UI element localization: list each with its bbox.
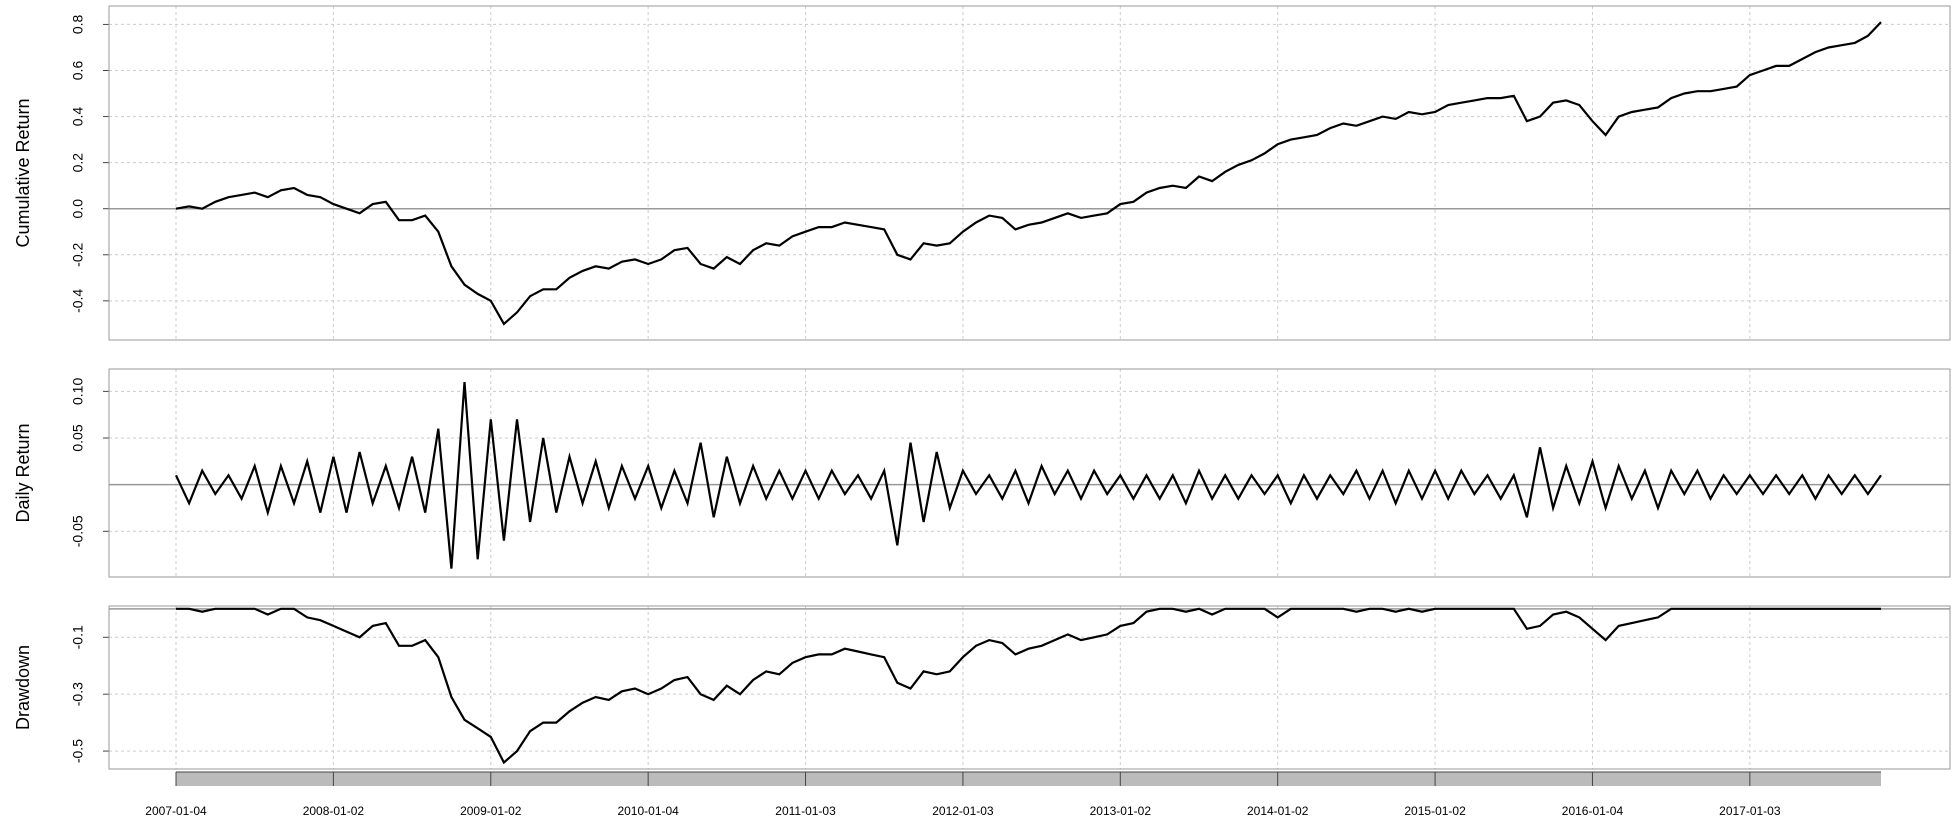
y-tick-label: -0.05 [70,515,86,547]
y-tick-label: 0.10 [70,378,86,405]
x-tick-label: 2017-01-03 [1719,804,1781,818]
x-tick-label: 2016-01-04 [1562,804,1624,818]
y-tick-label: 0.0 [70,199,86,219]
y-tick-label: -0.3 [70,682,86,706]
x-tick-label: 2008-01-02 [303,804,365,818]
series-line [176,607,1881,765]
x-tick-label: 2010-01-04 [617,804,679,818]
panel-frame [108,368,1951,578]
x-tick-label: 2015-01-02 [1404,804,1466,818]
y-tick-label: 0.6 [70,61,86,81]
x-tick-label: 2013-01-02 [1090,804,1152,818]
y-axis-label: Drawdown [13,645,33,730]
y-tick-label: 0.8 [70,14,86,34]
x-tick-label: 2007-01-04 [145,804,207,818]
series-line [175,21,1882,326]
panel-frame [108,5,1951,341]
y-tick-label: -0.4 [70,289,86,313]
y-tick-label: 0.2 [70,153,86,173]
series-line [175,382,1882,569]
y-tick-label: 0.4 [70,107,86,127]
y-tick-label: -0.1 [70,625,86,649]
y-tick-label: -0.5 [70,739,86,763]
y-tick-label: 0.05 [70,424,86,451]
y-axis-label: Daily Return [13,423,33,522]
x-tick-label: 2011-01-03 [775,804,836,818]
x-tick-label: 2014-01-02 [1247,804,1309,818]
y-tick-label: -0.2 [70,242,86,266]
x-tick-label: 2009-01-02 [460,804,522,818]
y-axis-label: Cumulative Return [13,98,33,247]
date-bar [176,772,1881,786]
panel-frame [108,605,1951,770]
x-tick-label: 2012-01-03 [932,804,994,818]
